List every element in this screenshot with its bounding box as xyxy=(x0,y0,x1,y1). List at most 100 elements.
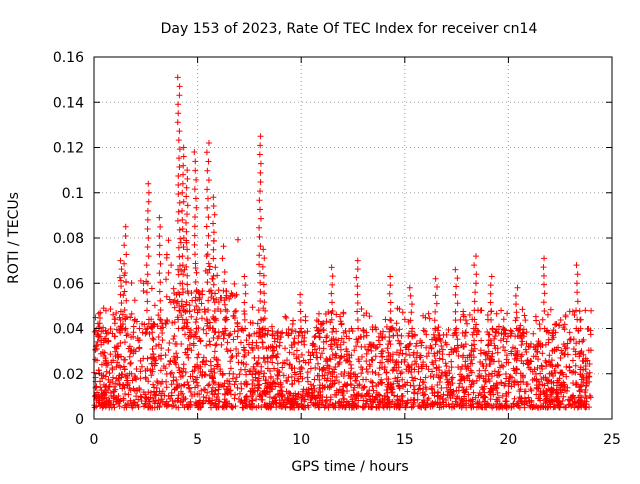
data-point xyxy=(406,284,413,291)
data-point xyxy=(180,144,187,151)
data-point xyxy=(184,319,191,326)
data-point xyxy=(394,305,401,312)
data-point xyxy=(314,372,321,379)
data-point xyxy=(530,330,537,337)
data-point xyxy=(211,369,218,376)
data-point xyxy=(393,349,400,356)
data-point xyxy=(205,297,212,304)
data-point xyxy=(247,388,254,395)
data-point xyxy=(257,215,264,222)
data-point xyxy=(331,369,338,376)
data-point xyxy=(376,365,383,372)
data-point xyxy=(101,391,108,398)
data-point xyxy=(337,355,344,362)
data-point xyxy=(221,278,228,285)
data-point xyxy=(300,386,307,393)
data-point xyxy=(526,398,533,405)
data-point xyxy=(544,403,551,410)
data-point xyxy=(182,369,189,376)
data-point xyxy=(432,357,439,364)
data-point xyxy=(486,389,493,396)
data-point xyxy=(358,305,365,312)
data-point xyxy=(184,211,191,218)
data-point xyxy=(145,198,152,205)
data-point xyxy=(443,384,450,391)
data-point xyxy=(388,325,395,332)
data-point xyxy=(404,361,411,368)
data-point xyxy=(165,346,172,353)
data-point xyxy=(566,329,573,336)
data-point xyxy=(128,279,135,286)
data-point xyxy=(357,393,364,400)
data-point xyxy=(513,314,520,321)
y-tick-label: 0 xyxy=(75,412,84,428)
data-point xyxy=(99,401,106,408)
data-point xyxy=(205,382,212,389)
data-point xyxy=(284,357,291,364)
data-point xyxy=(567,336,574,343)
data-point xyxy=(563,373,570,380)
data-point xyxy=(285,374,292,381)
y-tick-label: 0.02 xyxy=(53,367,84,383)
data-point xyxy=(106,397,113,404)
data-point xyxy=(271,338,278,345)
data-point xyxy=(219,372,226,379)
data-point xyxy=(123,251,130,258)
data-point xyxy=(97,309,104,316)
data-point xyxy=(156,251,163,258)
data-point xyxy=(495,372,502,379)
data-point xyxy=(387,282,394,289)
data-point xyxy=(459,398,466,405)
data-point xyxy=(365,390,372,397)
data-point xyxy=(465,391,472,398)
data-point xyxy=(315,310,322,317)
data-point xyxy=(464,320,471,327)
data-point xyxy=(110,374,117,381)
data-point xyxy=(191,223,198,230)
data-point xyxy=(184,307,191,314)
data-point xyxy=(363,365,370,372)
data-point xyxy=(282,403,289,410)
data-point xyxy=(519,338,526,345)
data-point xyxy=(327,343,334,350)
data-point xyxy=(144,207,151,214)
data-point xyxy=(518,342,525,349)
data-point xyxy=(184,202,191,209)
data-point xyxy=(423,331,430,338)
data-point xyxy=(484,328,491,335)
data-point xyxy=(363,398,370,405)
data-point xyxy=(148,360,155,367)
data-point xyxy=(350,387,357,394)
data-point xyxy=(213,341,220,348)
data-point xyxy=(214,272,221,279)
data-point xyxy=(295,404,302,411)
data-point xyxy=(454,336,461,343)
data-point xyxy=(178,383,185,390)
data-point xyxy=(435,374,442,381)
data-point xyxy=(571,311,578,318)
data-point xyxy=(215,384,222,391)
data-point xyxy=(171,297,178,304)
data-point xyxy=(185,384,192,391)
data-point xyxy=(405,346,412,353)
data-point xyxy=(548,361,555,368)
data-point xyxy=(353,392,360,399)
data-point xyxy=(387,299,394,306)
data-point xyxy=(122,269,129,276)
data-point xyxy=(243,371,250,378)
data-point xyxy=(385,376,392,383)
data-point xyxy=(96,314,103,321)
data-point xyxy=(385,396,392,403)
data-point xyxy=(137,368,144,375)
data-point xyxy=(203,342,210,349)
data-point xyxy=(238,326,245,333)
data-point xyxy=(238,359,245,366)
data-point xyxy=(586,360,593,367)
data-point xyxy=(361,343,368,350)
data-point xyxy=(93,383,100,390)
data-point xyxy=(175,137,182,144)
data-point xyxy=(180,271,187,278)
data-point xyxy=(126,370,133,377)
data-point xyxy=(335,399,342,406)
data-point xyxy=(389,324,396,331)
